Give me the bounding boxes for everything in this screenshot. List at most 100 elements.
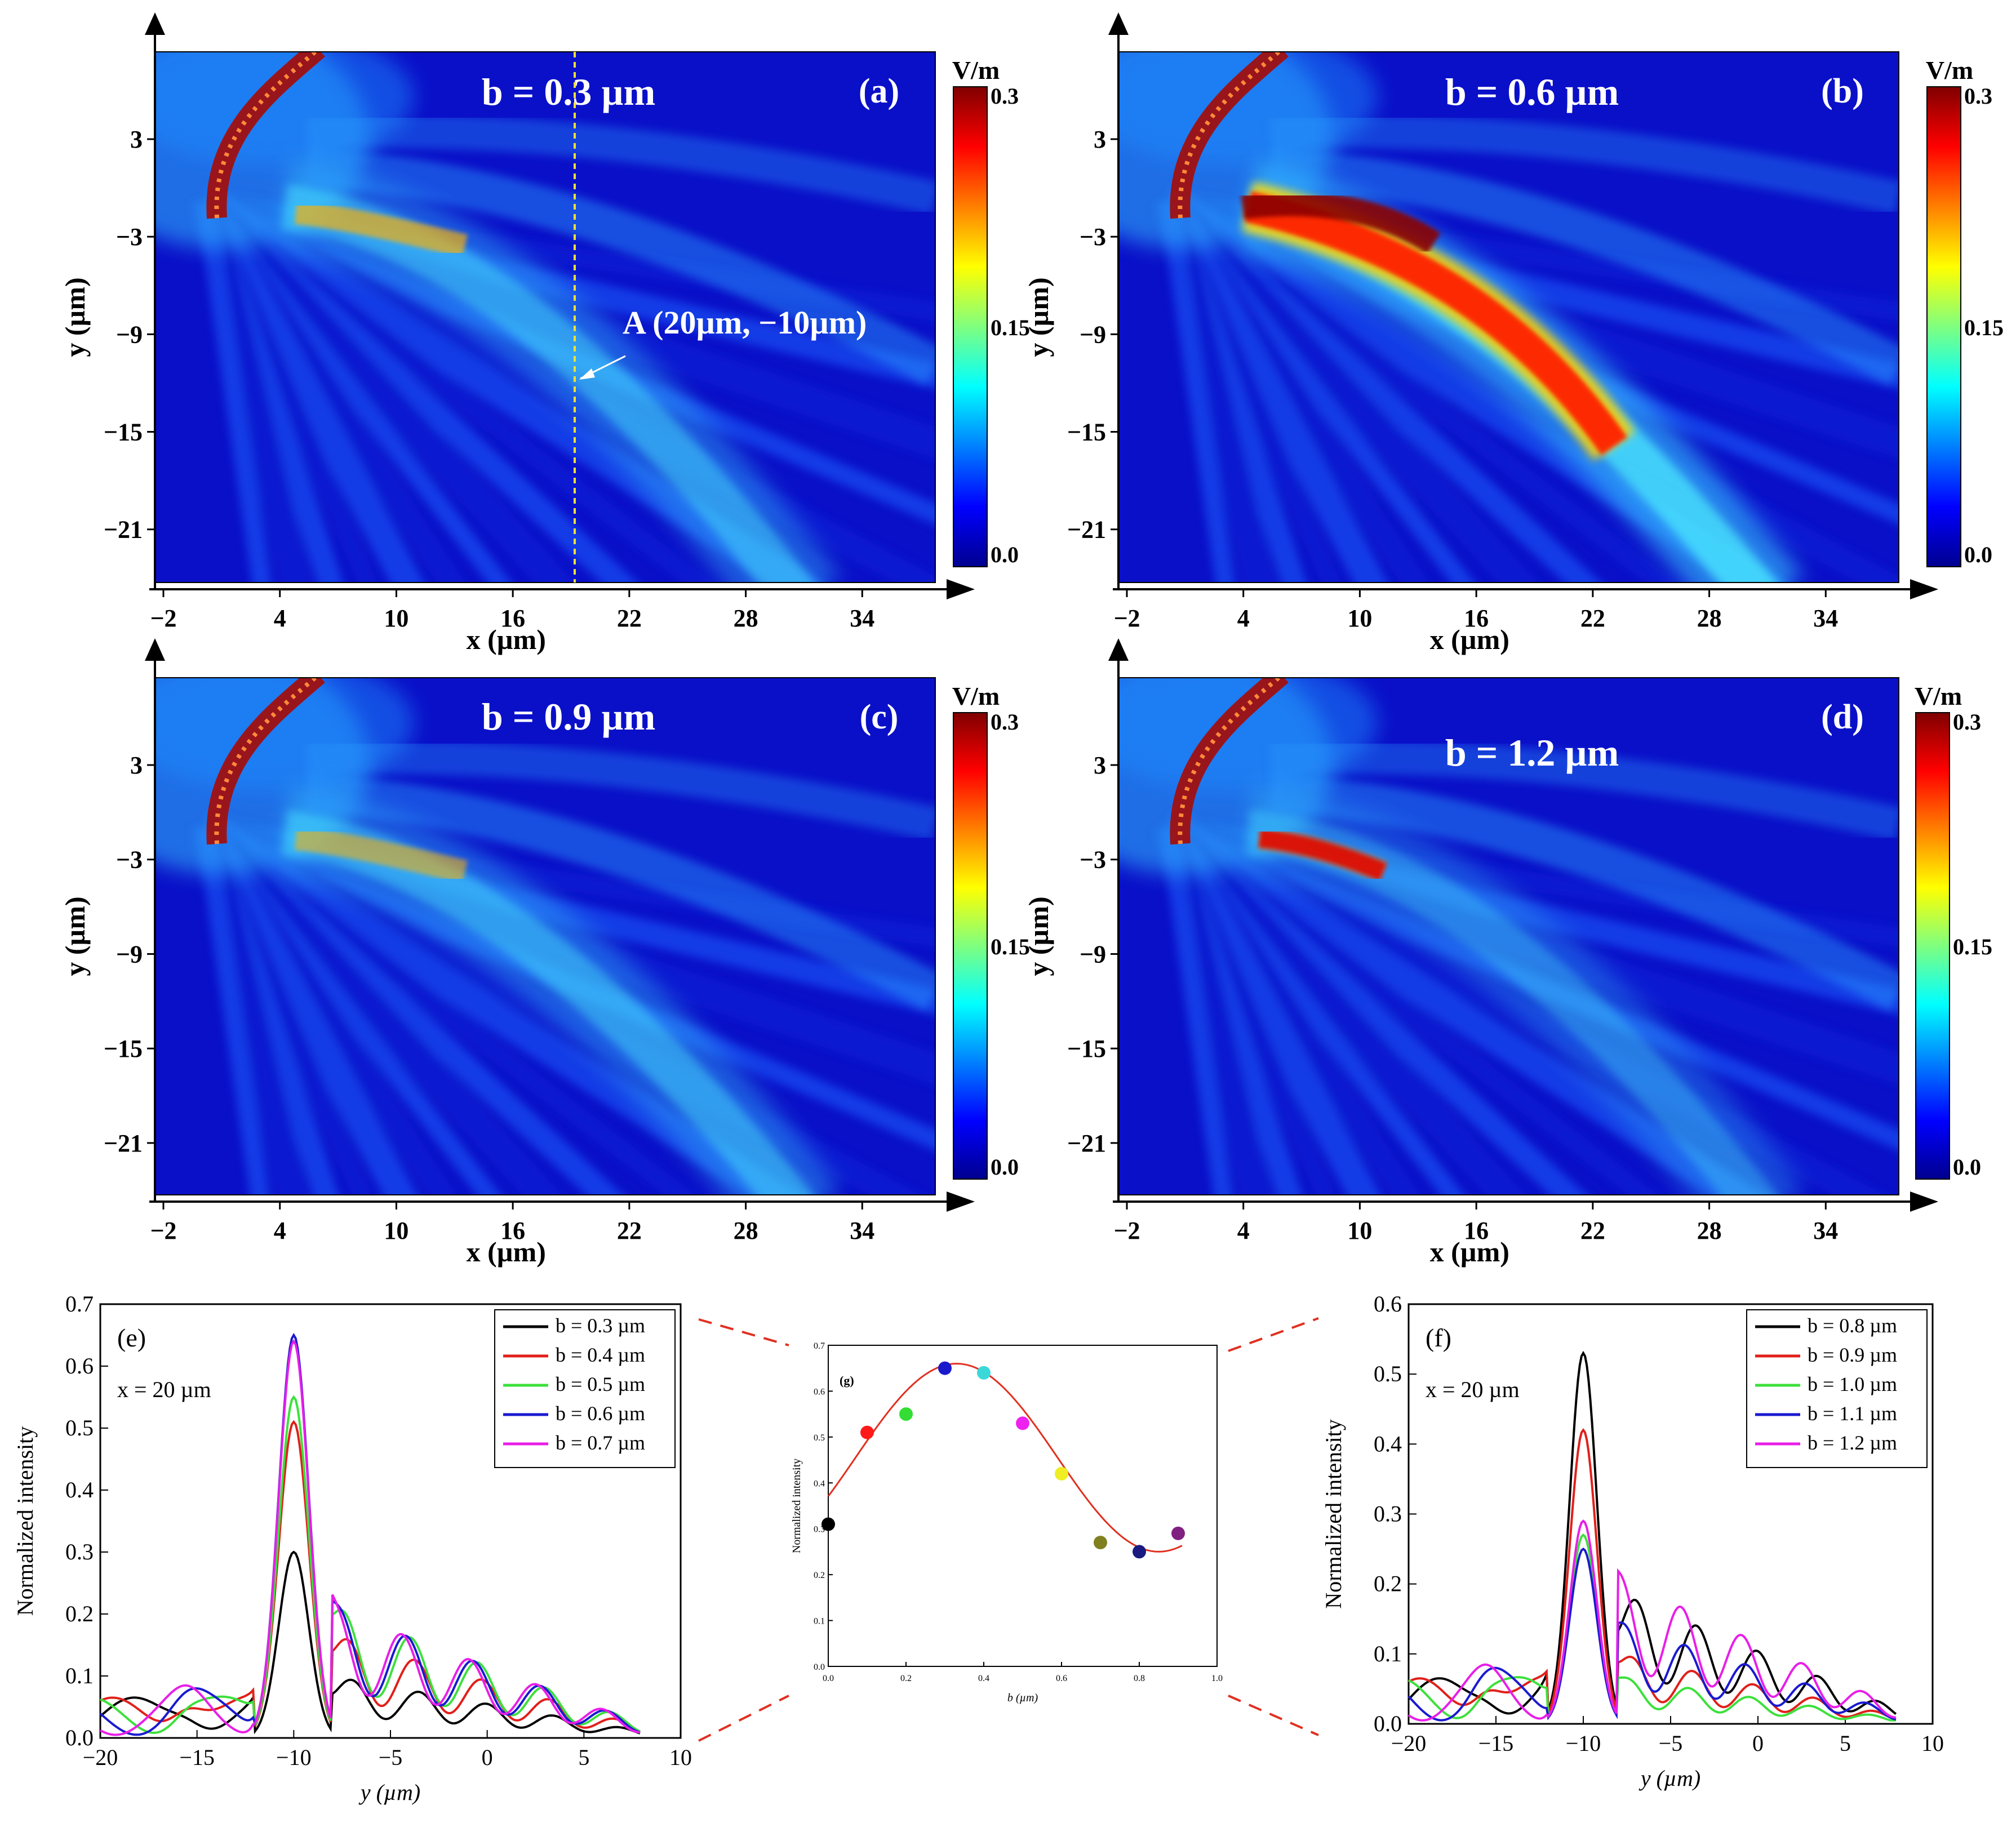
x-tick-label: 1.0 bbox=[1211, 1674, 1223, 1683]
y-tick-label: −15 bbox=[1067, 1035, 1106, 1062]
x-tick-label: 22 bbox=[617, 1217, 642, 1244]
ray bbox=[1163, 819, 1659, 1195]
data-point bbox=[1094, 1536, 1107, 1550]
legend-entry: b = 0.8 µm bbox=[1808, 1314, 1897, 1337]
legend-entry: b = 0.9 µm bbox=[1808, 1344, 1897, 1366]
ray bbox=[196, 825, 270, 1195]
ray bbox=[199, 819, 696, 1195]
y-tick-label: 0.4 bbox=[1374, 1431, 1402, 1456]
x-axis-label: x (µm) bbox=[467, 624, 546, 655]
panel-letter: (b) bbox=[1821, 72, 1864, 110]
heatmap-panel-a: −2 4 10 16 22 28 34 3 −3 −9 −15 −21 x (µm) y (µm) (a) b… bbox=[59, 12, 1030, 655]
side-beam bbox=[1269, 148, 1899, 385]
y-tick-label: −21 bbox=[104, 1130, 143, 1157]
line-chart-e: −20 −15 −10 −5 0 5 10 0.0 0.1 0.2 0.3 0.4 0.5 0.6 0.7 y… bbox=[12, 1291, 692, 1805]
x-tick-label: 10 bbox=[1347, 604, 1372, 632]
y-tick-label: 0.5 bbox=[1374, 1361, 1402, 1386]
x-tick-label: 22 bbox=[1580, 604, 1605, 632]
ray bbox=[1161, 195, 1475, 583]
colorbar-tick: 0.0 bbox=[991, 1154, 1019, 1180]
x-tick-label: 22 bbox=[617, 604, 642, 632]
x-tick-label: 0.4 bbox=[978, 1674, 989, 1683]
colorbar-unit: V/m bbox=[1926, 56, 1973, 85]
x-tick-label: −2 bbox=[150, 604, 176, 632]
y-tick-label: 0.6 bbox=[814, 1387, 825, 1397]
panel-label: (f) bbox=[1426, 1323, 1451, 1352]
x-tick-label: 34 bbox=[1813, 1217, 1838, 1244]
ray bbox=[1154, 823, 1272, 1195]
colorbar bbox=[1915, 712, 1950, 1180]
colorbar-tick: 0.3 bbox=[991, 83, 1019, 109]
y-tick-label: −9 bbox=[116, 321, 143, 348]
y-tick-label: 3 bbox=[1094, 752, 1106, 779]
ray bbox=[1160, 823, 1336, 1195]
series-line bbox=[100, 1339, 641, 1736]
x-tick-label: 4 bbox=[274, 604, 286, 632]
y-axis-label: y (µm) bbox=[1023, 277, 1054, 357]
y-axis-label: y (µm) bbox=[59, 277, 91, 357]
x-tick-label: −10 bbox=[1566, 1731, 1601, 1756]
colorbar-tick: 0.15 bbox=[1953, 934, 1992, 959]
ray bbox=[1161, 814, 1765, 1195]
data-point bbox=[977, 1366, 991, 1380]
series-line bbox=[1407, 1519, 1897, 1722]
ray bbox=[197, 823, 372, 1195]
x-tick-label: 0.0 bbox=[823, 1674, 834, 1683]
heatmap-panel-d: −2 4 10 16 22 28 34 3 −3 −9 −15 −21 x (µm) y (µm) (d) b… bbox=[1023, 638, 1992, 1268]
y-tick-label: −9 bbox=[116, 940, 143, 968]
y-tick-label: 3 bbox=[130, 752, 143, 779]
side-beam bbox=[1269, 773, 1899, 1011]
y-tick-label: 3 bbox=[1094, 126, 1106, 153]
x-tick-label: 22 bbox=[1580, 1217, 1605, 1244]
connector-lines bbox=[698, 1317, 1319, 1742]
side-beam bbox=[1269, 740, 1899, 841]
x-axis-label: y (µm) bbox=[358, 1780, 420, 1805]
parameter-label: b = 0.9 µm bbox=[482, 695, 655, 738]
probe-annotation: A (20µm, −10µm) bbox=[623, 304, 867, 341]
x-tick-label: 28 bbox=[1697, 1217, 1722, 1244]
side-beam bbox=[306, 773, 935, 1011]
y-axis-arrow bbox=[145, 638, 165, 661]
parameter-label: b = 1.2 µm bbox=[1445, 731, 1619, 774]
y-tick-label: 0.6 bbox=[65, 1353, 94, 1379]
x-tick-label: 4 bbox=[274, 1217, 286, 1244]
colorbar-tick: 0.3 bbox=[1953, 709, 1981, 735]
data-point bbox=[860, 1425, 874, 1439]
colorbar-tick: 0.0 bbox=[1953, 1154, 1981, 1180]
y-tick-label: 0.1 bbox=[65, 1663, 94, 1688]
x-axis-arrow bbox=[1910, 1191, 1938, 1212]
x-tick-label: 10 bbox=[1921, 1731, 1944, 1756]
colorbar-unit: V/m bbox=[952, 56, 1000, 85]
fit-curve bbox=[827, 1363, 1183, 1553]
metasurface-beads bbox=[1178, 678, 1282, 844]
legend-entry: b = 0.3 µm bbox=[556, 1314, 645, 1337]
beam-core-red bbox=[1244, 191, 1627, 456]
beam-hotspot-red bbox=[1258, 829, 1387, 881]
legend-entry: b = 0.4 µm bbox=[556, 1344, 645, 1366]
parameter-label: b = 0.6 µm bbox=[1445, 70, 1619, 113]
y-tick-label: −3 bbox=[1080, 223, 1106, 251]
ray bbox=[1158, 190, 1539, 583]
y-tick-label: 0.5 bbox=[814, 1433, 825, 1443]
ray bbox=[197, 197, 378, 583]
y-tick-label: 0.1 bbox=[1374, 1641, 1402, 1666]
heatmap-field bbox=[1118, 52, 1899, 583]
x-tick-label: 10 bbox=[384, 604, 408, 632]
y-tick-label: −9 bbox=[1080, 940, 1106, 968]
x-tick-label: −2 bbox=[1113, 1217, 1140, 1244]
y-tick-label: 0.2 bbox=[814, 1571, 825, 1580]
y-axis-arrow bbox=[1108, 12, 1129, 35]
y-tick-label: −3 bbox=[1080, 846, 1106, 874]
plot-frame bbox=[828, 1345, 1218, 1667]
y-tick-label: −15 bbox=[1067, 419, 1106, 446]
beam-hotspot bbox=[294, 826, 468, 884]
ray bbox=[1160, 197, 1342, 583]
x-tick-label: 28 bbox=[734, 1217, 758, 1244]
y-axis-arrow bbox=[1108, 638, 1129, 661]
y-axis-label: Normalized intensity bbox=[12, 1426, 38, 1616]
ray bbox=[198, 821, 501, 1195]
colorbar-tick: 0.15 bbox=[1964, 315, 2004, 340]
y-tick-label: 0.2 bbox=[1374, 1571, 1402, 1597]
x-tick-label: 4 bbox=[1237, 604, 1250, 632]
